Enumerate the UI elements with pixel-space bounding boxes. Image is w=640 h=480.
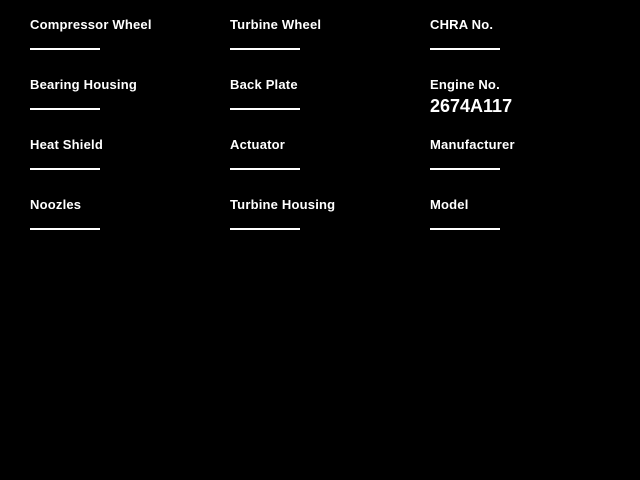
chra-details-form: Compressor Wheel Turbine Wheel CHRA No. … xyxy=(30,18,630,258)
field-actuator[interactable]: Actuator xyxy=(230,138,430,198)
field-label: Compressor Wheel xyxy=(30,17,152,32)
field-label: Turbine Housing xyxy=(230,197,336,212)
field-manufacturer[interactable]: Manufacturer xyxy=(430,138,630,198)
field-underline[interactable] xyxy=(430,228,500,230)
field-underline[interactable] xyxy=(30,168,100,170)
field-turbine-wheel[interactable]: Turbine Wheel xyxy=(230,18,430,78)
field-underline[interactable] xyxy=(230,168,300,170)
field-underline[interactable] xyxy=(30,48,100,50)
field-label: Model xyxy=(430,197,469,212)
field-underline[interactable] xyxy=(430,48,500,50)
field-underline[interactable] xyxy=(230,228,300,230)
field-heat-shield[interactable]: Heat Shield xyxy=(30,138,230,198)
field-label: Actuator xyxy=(230,137,286,152)
field-underline[interactable] xyxy=(230,48,300,50)
field-label: Noozles xyxy=(30,197,82,212)
field-label: Engine No. xyxy=(430,77,500,92)
field-underline[interactable] xyxy=(230,108,300,110)
field-turbine-housing[interactable]: Turbine Housing xyxy=(230,198,430,258)
field-bearing-housing[interactable]: Bearing Housing xyxy=(30,78,230,138)
field-underline[interactable] xyxy=(30,108,100,110)
field-underline[interactable] xyxy=(30,228,100,230)
field-noozles[interactable]: Noozles xyxy=(30,198,230,258)
field-label: CHRA No. xyxy=(430,17,494,32)
field-label: Back Plate xyxy=(230,77,298,92)
field-label: Manufacturer xyxy=(430,137,515,152)
field-engine-no[interactable]: Engine No. 2674A117 xyxy=(430,78,630,138)
field-label: Bearing Housing xyxy=(30,77,138,92)
field-label: Turbine Wheel xyxy=(230,17,322,32)
field-compressor-wheel[interactable]: Compressor Wheel xyxy=(30,18,230,78)
field-label: Heat Shield xyxy=(30,137,103,152)
field-back-plate[interactable]: Back Plate xyxy=(230,78,430,138)
field-model[interactable]: Model xyxy=(430,198,630,258)
field-value-input[interactable]: 2674A117 xyxy=(430,96,513,116)
field-underline[interactable] xyxy=(430,168,500,170)
field-chra-no[interactable]: CHRA No. xyxy=(430,18,630,78)
